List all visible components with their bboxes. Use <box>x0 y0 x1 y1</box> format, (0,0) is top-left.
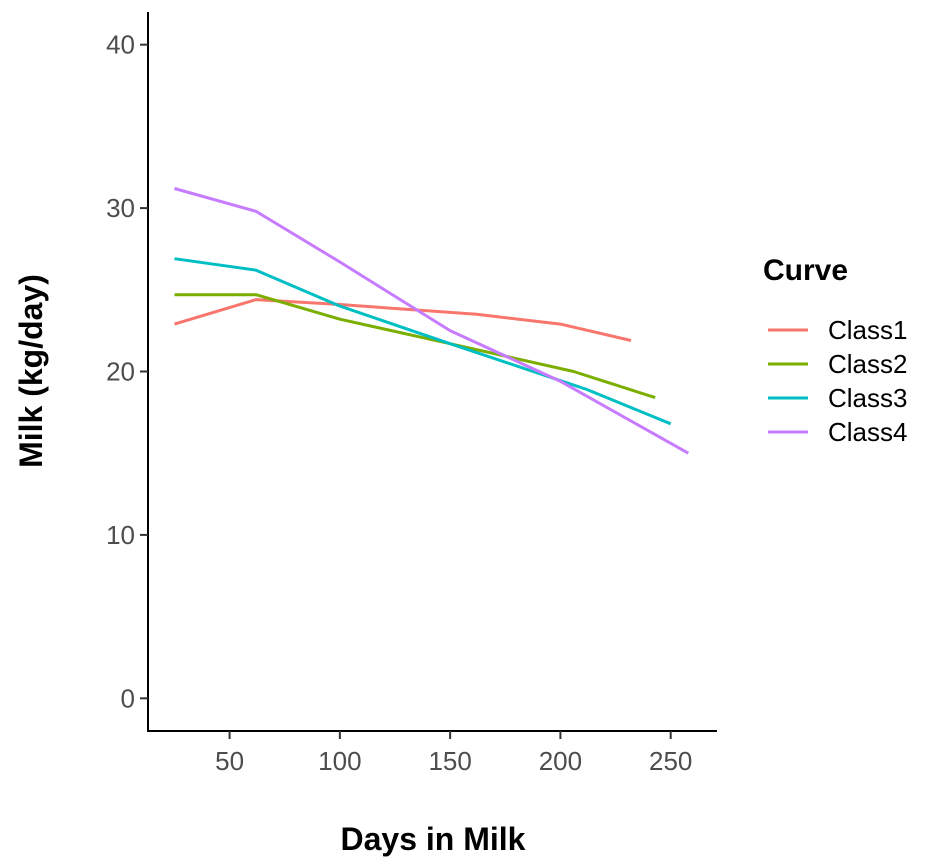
series-line-class4 <box>174 187 690 455</box>
legend-label-class4: Class4 <box>828 417 907 447</box>
plot-lines <box>174 187 690 455</box>
series-line-class2 <box>174 293 656 400</box>
x-tick-label: 250 <box>649 746 692 776</box>
y-axis-title: Milk (kg/day) <box>13 274 49 468</box>
legend-items: Class1 Class2 Class3 Class4 <box>768 315 907 447</box>
y-tick-label: 20 <box>106 357 135 387</box>
y-tick-label: 30 <box>106 193 135 223</box>
legend-label-class3: Class3 <box>828 383 907 413</box>
series-line-class1 <box>174 298 632 342</box>
y-tick-label: 0 <box>121 683 135 713</box>
x-axis-title: Days in Milk <box>341 821 526 857</box>
x-tick-label: 200 <box>539 746 582 776</box>
x-tick-label: 100 <box>318 746 361 776</box>
legend-label-class1: Class1 <box>828 315 907 345</box>
legend-label-class2: Class2 <box>828 349 907 379</box>
y-tick-label: 40 <box>106 30 135 60</box>
legend: Curve Class1 Class2 Class3 Class4 <box>763 254 907 447</box>
legend-title: Curve <box>763 254 848 287</box>
x-tick-label: 50 <box>215 746 244 776</box>
x-tick-label: 150 <box>428 746 471 776</box>
x-ticks: 50 100 150 200 250 <box>215 731 692 776</box>
y-tick-label: 10 <box>106 520 135 550</box>
series-line-class3 <box>174 257 672 426</box>
y-ticks: 0 10 20 30 40 <box>106 30 148 713</box>
